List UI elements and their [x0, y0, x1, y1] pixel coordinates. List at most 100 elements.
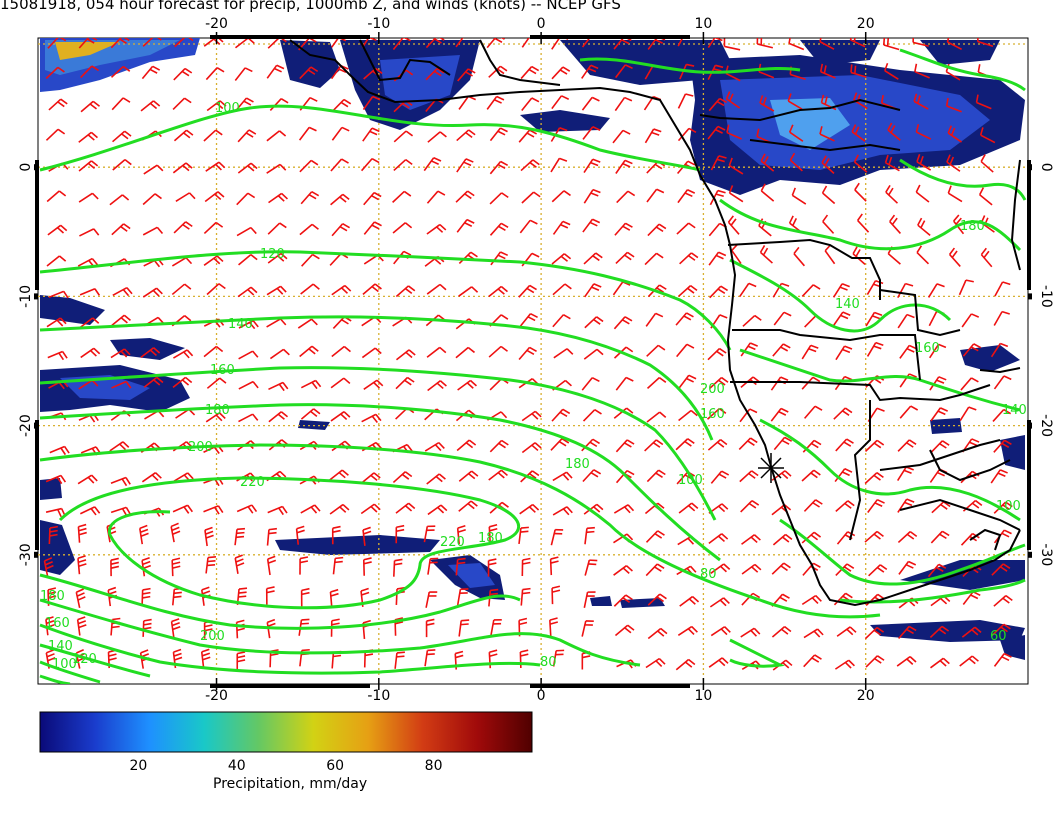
contour-label: 220 — [440, 535, 465, 550]
wind-barb — [488, 649, 498, 669]
wind-barb — [677, 93, 694, 109]
wind-barb — [834, 659, 855, 670]
wind-barb — [930, 440, 950, 453]
wind-barb — [363, 221, 382, 235]
contour-label: 140 — [48, 639, 73, 654]
wind-barb — [645, 530, 665, 543]
wind-barb — [300, 408, 321, 420]
wind-barb — [913, 93, 929, 110]
wind-barb — [424, 649, 436, 667]
wind-barb — [961, 313, 980, 328]
wind-barb — [614, 64, 633, 79]
wind-barb — [45, 66, 65, 80]
wind-barb — [582, 218, 601, 233]
wind-barb — [788, 124, 804, 142]
wind-barb — [330, 158, 349, 172]
axis-bar — [35, 420, 39, 550]
wind-barb — [49, 445, 70, 456]
contour-140-south — [39, 643, 151, 678]
west-africa-coast — [289, 39, 1021, 607]
wind-barb — [110, 506, 132, 516]
lon-tick-label-bottom: 0 — [537, 688, 546, 704]
wind-barb — [238, 319, 259, 330]
wind-barb — [300, 283, 320, 295]
wind-barb — [549, 556, 559, 576]
wind-barb — [111, 223, 131, 236]
contour-label: 140 — [228, 317, 253, 332]
contour-africa-7 — [729, 638, 785, 668]
border-5 — [879, 439, 1001, 471]
wind-barb — [791, 187, 807, 205]
wind-barb — [392, 38, 412, 51]
wind-barb — [140, 347, 161, 359]
wind-barb — [395, 349, 416, 361]
contour-220 — [58, 476, 521, 610]
wind-barb — [332, 98, 352, 112]
wind-barb — [551, 190, 571, 203]
contour-label: 200 — [700, 382, 725, 397]
wind-barb — [959, 655, 979, 667]
wind-barb — [897, 498, 915, 513]
wind-barb — [759, 95, 775, 112]
wind-barb — [801, 469, 821, 482]
wind-barb — [801, 531, 822, 544]
contour-label: 60 — [990, 629, 1007, 644]
wind-barb — [584, 559, 598, 576]
border-2 — [732, 329, 921, 381]
wind-barb — [708, 97, 728, 112]
wind-barb — [740, 342, 758, 357]
wind-barb — [614, 624, 635, 637]
wind-barb — [490, 251, 509, 266]
wind-barb — [710, 470, 730, 484]
wind-barb — [676, 343, 695, 358]
wind-barb — [945, 97, 962, 113]
wind-barb — [898, 560, 917, 575]
wind-barb — [455, 38, 473, 48]
wind-barb — [518, 526, 529, 545]
wind-barb — [856, 213, 870, 233]
wind-barb — [801, 344, 819, 360]
precip-patch — [40, 478, 62, 500]
wind-barb — [961, 626, 982, 638]
wind-barb — [203, 221, 224, 234]
wind-barb — [740, 627, 761, 638]
wind-barb — [675, 438, 695, 451]
contour-label: 120 — [72, 652, 97, 667]
wind-barb — [946, 38, 963, 51]
wind-barb — [741, 534, 761, 545]
wind-barb — [552, 283, 572, 296]
wind-barb — [756, 38, 774, 49]
wind-barb — [395, 285, 416, 298]
precip-patch — [770, 98, 850, 150]
wind-barb — [646, 344, 666, 357]
wind-barb — [854, 182, 867, 202]
axis-ticks — [34, 32, 1032, 690]
contour-africa-4 — [759, 418, 1021, 522]
contour-200 — [39, 443, 881, 619]
lon-tick-label-top: -10 — [367, 16, 390, 32]
wind-barb — [109, 441, 130, 452]
lon-tick-label-top: 0 — [537, 16, 546, 32]
precip-patch — [920, 40, 1000, 65]
wind-barb — [424, 441, 445, 452]
wind-barb — [206, 377, 227, 389]
contour-africa-9 — [899, 48, 1026, 92]
wind-barb — [204, 191, 225, 203]
wind-barb — [75, 588, 86, 609]
wind-barb — [738, 437, 758, 451]
wind-barb — [236, 651, 246, 670]
wind-barb — [993, 652, 1012, 667]
wind-barb — [552, 506, 573, 516]
contour-label: 100 — [52, 657, 77, 672]
wind-barb — [171, 557, 181, 577]
wind-barb — [947, 125, 962, 143]
wind-barb — [803, 654, 822, 668]
wind-barb — [552, 471, 573, 482]
wind-barb — [426, 473, 446, 485]
wind-barb — [613, 316, 633, 330]
wind-barb — [79, 506, 101, 516]
lat-tick-label-right: 0 — [1038, 163, 1054, 172]
contour-label: 180 — [565, 457, 590, 472]
wind-barb — [297, 318, 318, 329]
wind-barb — [234, 554, 245, 574]
